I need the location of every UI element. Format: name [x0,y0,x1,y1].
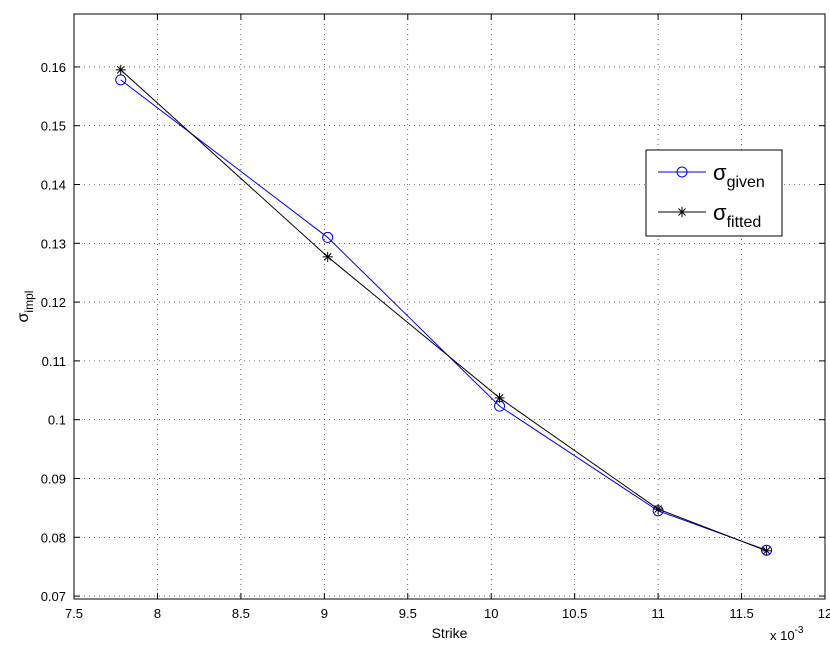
legend-symbol-fitted: σ [713,200,727,225]
x-tick-label: 12 [818,606,830,621]
legend-entry-given: σgiven [658,160,765,191]
y-tick-label: 0.15 [41,119,66,134]
data-point-given [322,231,334,243]
ticks: 7.5 8 8.5 9 9.5 10 10.5 11 11.5 12 0.07 0.08 0.09 0.1… [41,14,830,621]
y-tick-label: 0.16 [41,60,66,75]
y-axis-label: σimpl [15,291,36,323]
x-multiplier-exponent: -3 [795,625,804,636]
y-tick-label: 0.09 [41,471,66,486]
plot-frame [73,13,826,600]
series-layer [115,64,773,556]
y-tick-label: 0.11 [42,354,66,369]
legend-subscript-given: given [727,174,765,191]
x-tick-label: 10.5 [562,606,587,621]
data-point-fitted [494,392,505,403]
y-axis-subscript: impl [22,291,36,313]
legend-marker-given [676,166,688,178]
data-point-fitted [653,504,664,515]
x-tick-label: 11.5 [729,606,753,621]
x-tick-label: 8.5 [232,606,250,621]
legend-box [645,149,783,237]
x-tick-label: 11 [651,606,665,621]
y-axis-symbol: σ [15,312,32,322]
legend-subscript-fitted: fitted [727,214,762,231]
y-tick-label: 0.07 [41,589,66,604]
legend: σgiven σfitted [645,149,783,237]
legend-label-given: σgiven [713,160,765,191]
data-point-fitted [761,545,772,556]
x-tick-label: 7.5 [65,606,83,621]
x-tick-label: 9 [321,606,328,621]
y-tick-label: 0.1 [48,413,66,428]
legend-entry-fitted: σfitted [658,200,761,231]
legend-asterisk [677,207,687,217]
x-axis-label: Strike [432,625,468,641]
legend-marker-fitted [677,207,687,217]
x-multiplier-prefix: x 10 [770,628,795,643]
x-tick-label: 8 [154,606,161,621]
data-point-fitted [115,64,126,75]
x-axis-multiplier: x 10-3 [770,625,804,643]
y-tick-label: 0.12 [41,295,66,310]
x-tick-label: 9.5 [399,606,417,621]
grid [74,14,825,599]
x-tick-label: 10 [484,606,498,621]
data-point-fitted [322,251,333,262]
y-tick-label: 0.13 [41,236,66,251]
legend-symbol-given: σ [713,160,727,185]
series-line-given [120,79,767,551]
y-tick-label: 0.14 [41,178,66,193]
legend-label-fitted: σfitted [713,200,761,231]
y-tick-label: 0.08 [41,530,66,545]
